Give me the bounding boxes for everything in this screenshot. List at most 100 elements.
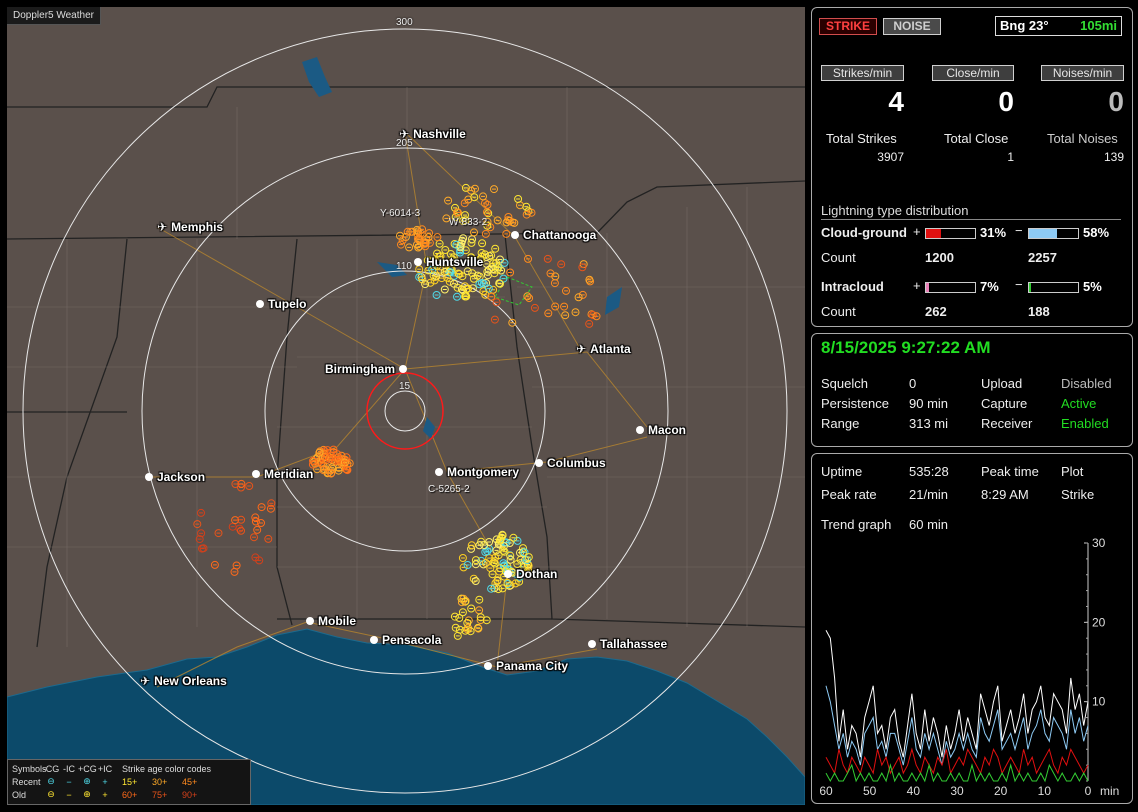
legend-recent-label: Recent xyxy=(12,776,41,787)
squelch-value[interactable]: 0 xyxy=(909,376,917,391)
strike-symbol xyxy=(513,560,522,568)
strike-symbol xyxy=(426,278,435,287)
strikes-per-min-value: 4 xyxy=(888,86,904,117)
legend-header: -CG xyxy=(42,763,60,774)
strike-symbol xyxy=(459,234,468,243)
age-code: 75+ xyxy=(152,789,168,800)
strike-symbol xyxy=(483,547,492,556)
cg-positive-bar xyxy=(925,228,976,239)
strike-symbol xyxy=(418,275,427,284)
noises-per-min-button[interactable]: Noises/min xyxy=(1041,65,1124,81)
storm-cell-label[interactable]: C-5265-2 xyxy=(428,484,470,495)
strike-symbol xyxy=(496,279,504,288)
legend-age-title: Strike age color codes xyxy=(122,763,212,774)
strike-symbol xyxy=(442,214,451,223)
cg-positive-pct: 31% xyxy=(980,225,1007,240)
map-canvas[interactable] xyxy=(7,7,805,805)
capture-label: Capture xyxy=(981,396,1028,411)
peak-rate-label: Peak rate xyxy=(821,487,877,502)
trend-graph-value[interactable]: 60 min xyxy=(909,517,949,532)
strike-symbol xyxy=(461,596,470,605)
strike-symbol xyxy=(525,294,534,303)
strike-symbol xyxy=(343,459,352,468)
strike-symbol xyxy=(466,627,475,636)
ic-negative-sign: − xyxy=(1015,277,1023,292)
plot-value[interactable]: Strike xyxy=(1061,487,1095,502)
strike-symbol xyxy=(245,482,254,490)
strike-symbol xyxy=(487,292,496,301)
strike-symbol xyxy=(453,208,462,217)
range-label: Range xyxy=(821,416,860,431)
strike-symbol xyxy=(470,228,478,237)
strike-symbol xyxy=(489,265,498,273)
cg-count-label: Count xyxy=(821,250,856,265)
lightning-map[interactable]: Doppler5 Weather 300 205 110 15 Y-6014-3… xyxy=(7,7,805,805)
range-rings xyxy=(22,28,788,794)
strike-symbol xyxy=(451,213,460,221)
range-ring-label: 205 xyxy=(396,138,413,149)
strike-symbol xyxy=(328,463,336,472)
peak-time-value: 8:29 AM xyxy=(981,487,1029,502)
airport-icon: ✈ xyxy=(399,127,410,141)
strike-symbol xyxy=(327,469,336,478)
city-macon: Macon xyxy=(636,423,686,437)
strike-symbol xyxy=(444,196,453,205)
strike-symbol xyxy=(502,218,511,227)
strike-button[interactable]: STRIKE xyxy=(819,18,877,35)
strike-symbol xyxy=(495,279,504,288)
upload-value[interactable]: Disabled xyxy=(1061,376,1112,391)
city-dot-icon xyxy=(588,640,596,648)
cg-negative-sign: − xyxy=(1015,223,1023,238)
receiver-value[interactable]: Enabled xyxy=(1061,416,1109,431)
strike-symbol xyxy=(506,268,515,277)
strike-symbol xyxy=(498,584,507,593)
age-code: 45+ xyxy=(182,776,198,787)
strike-symbol xyxy=(253,525,262,534)
strike-symbol xyxy=(481,229,490,238)
noise-button[interactable]: NOISE xyxy=(883,18,941,35)
storm-cell-label[interactable]: W-833-2 xyxy=(449,217,488,228)
trend-series-line xyxy=(825,685,1089,766)
strike-symbol xyxy=(522,202,531,211)
strike-symbol xyxy=(469,574,478,583)
strike-symbol xyxy=(440,285,449,294)
strike-symbol xyxy=(450,279,458,288)
uptime-value: 535:28 xyxy=(909,464,949,479)
pos-cg-old-icon: ⊕ xyxy=(83,789,91,799)
strike-symbol xyxy=(463,561,472,569)
strike-symbol xyxy=(467,238,476,247)
strike-symbol xyxy=(406,227,415,236)
strike-symbol xyxy=(585,319,594,328)
y-tick-label: 10 xyxy=(1092,695,1106,709)
legend-header: +IC xyxy=(97,763,113,774)
trend-graph: 30 20 10 60 50 40 30 20 10 0 min xyxy=(819,536,1119,798)
city-dot-icon xyxy=(414,258,422,266)
range-value[interactable]: 313 mi xyxy=(909,416,949,431)
strike-symbol xyxy=(492,298,501,307)
strike-symbol xyxy=(523,292,532,301)
capture-value[interactable]: Active xyxy=(1061,396,1097,411)
range-ring-label: 110 xyxy=(396,261,412,272)
lakes xyxy=(302,57,622,439)
strikes-per-min-button[interactable]: Strikes/min xyxy=(821,65,904,81)
strike-symbol xyxy=(468,269,477,278)
city-dot-icon xyxy=(370,636,378,644)
strike-symbol xyxy=(455,614,464,622)
strike-symbol xyxy=(543,254,552,263)
strike-symbol xyxy=(544,309,553,318)
strike-symbol xyxy=(237,526,245,535)
storm-cell-label[interactable]: Y-6014-3 xyxy=(380,208,421,219)
strike-symbol xyxy=(214,529,223,538)
cg-negative-bar xyxy=(1028,228,1079,239)
strike-symbol xyxy=(458,608,467,617)
strike-symbol xyxy=(571,308,580,317)
strike-symbol xyxy=(439,258,448,267)
strike-symbol xyxy=(423,256,432,265)
city-dot-icon xyxy=(435,468,443,476)
strike-symbol xyxy=(493,216,502,225)
cg-positive-sign: + xyxy=(913,224,921,239)
persistence-value[interactable]: 90 min xyxy=(909,396,949,411)
city-dot-icon xyxy=(535,459,543,467)
strike-symbol xyxy=(231,516,240,525)
close-per-min-button[interactable]: Close/min xyxy=(932,65,1014,81)
